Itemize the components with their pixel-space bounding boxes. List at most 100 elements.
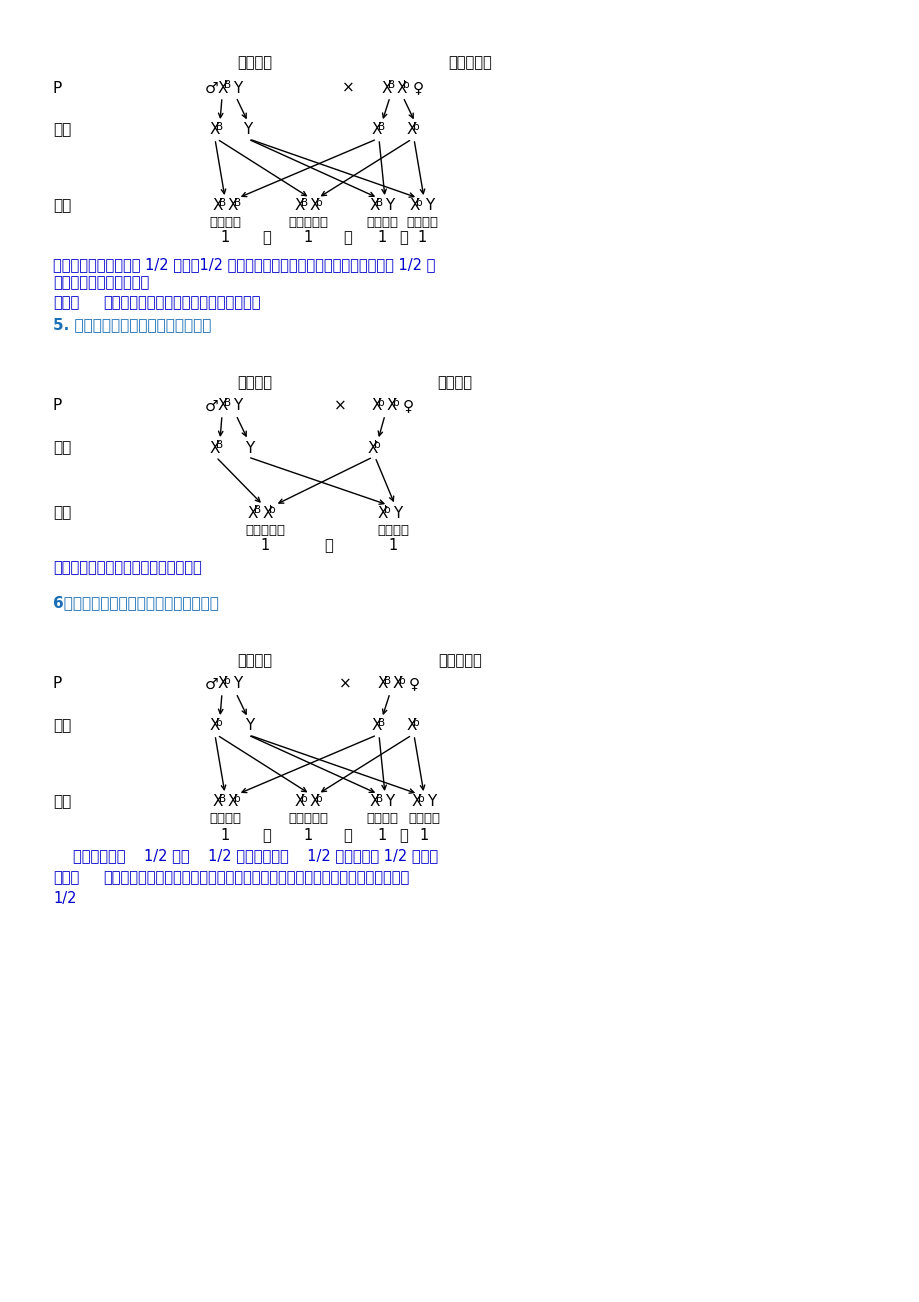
Text: 女性携带者: 女性携带者	[448, 56, 492, 70]
Text: 在他们的后代中，儿子 1/2 正常，1/2 红绿色盲，女儿则都不是红绿色盲，但是有 1/2 是: 在他们的后代中，儿子 1/2 正常，1/2 红绿色盲，女儿则都不是红绿色盲，但是…	[53, 258, 435, 272]
Text: B: B	[376, 794, 382, 805]
Text: b: b	[216, 717, 222, 728]
Text: 1: 1	[377, 828, 386, 844]
Text: 女性携带者: 女性携带者	[288, 812, 328, 825]
Text: 子代: 子代	[53, 794, 71, 810]
Text: X: X	[378, 677, 388, 691]
Text: B: B	[219, 794, 226, 805]
Text: 男性患者: 男性患者	[407, 812, 439, 825]
Text: ：: ：	[262, 828, 271, 844]
Text: B: B	[216, 122, 223, 132]
Text: ×: ×	[334, 398, 346, 414]
Text: X: X	[213, 198, 223, 214]
Text: 1: 1	[260, 539, 269, 553]
Text: 配子: 配子	[53, 122, 71, 138]
Text: X: X	[369, 794, 380, 810]
Text: 配子: 配子	[53, 440, 71, 456]
Text: 女性携带者: 女性携带者	[288, 216, 328, 229]
Text: Y: Y	[392, 505, 402, 521]
Text: X: X	[406, 719, 417, 733]
Text: b: b	[413, 717, 419, 728]
Text: b: b	[223, 676, 231, 686]
Text: 5. 女性红绿色盲患者和正常男性结婚: 5. 女性红绿色盲患者和正常男性结婚	[53, 318, 211, 332]
Text: 1: 1	[419, 828, 428, 844]
Text: 1/2: 1/2	[53, 891, 76, 905]
Text: 后代中：儿子    1/2 正常    1/2 红绿色盲女儿    1/2 是色盲，有 1/2 携带者: 后代中：儿子 1/2 正常 1/2 红绿色盲女儿 1/2 是色盲，有 1/2 携…	[73, 849, 437, 863]
Text: X: X	[410, 198, 420, 214]
Text: B: B	[254, 505, 261, 516]
Text: ♀: ♀	[403, 398, 414, 414]
Text: 1: 1	[221, 230, 230, 246]
Text: X: X	[310, 198, 320, 214]
Text: B: B	[388, 79, 394, 90]
Text: B: B	[223, 398, 231, 408]
Text: Y: Y	[425, 198, 434, 214]
Text: b: b	[378, 398, 384, 408]
Text: X: X	[406, 122, 417, 138]
Text: 女性患者: 女性患者	[209, 812, 241, 825]
Text: b: b	[399, 676, 405, 686]
Text: B: B	[219, 198, 226, 208]
Text: 结论：: 结论：	[53, 871, 79, 885]
Text: X: X	[387, 398, 397, 414]
Text: X: X	[295, 794, 305, 810]
Text: X: X	[371, 122, 382, 138]
Text: B: B	[378, 717, 385, 728]
Text: 1: 1	[377, 230, 386, 246]
Text: 1: 1	[303, 828, 312, 844]
Text: ♂: ♂	[205, 398, 219, 414]
Text: X: X	[248, 505, 258, 521]
Text: X: X	[310, 794, 320, 810]
Text: B: B	[216, 440, 223, 450]
Text: X: X	[295, 198, 305, 214]
Text: X: X	[213, 794, 223, 810]
Text: B: B	[378, 122, 385, 132]
Text: Y: Y	[233, 81, 242, 95]
Text: b: b	[415, 198, 422, 208]
Text: b: b	[301, 794, 307, 805]
Text: 男性正常: 男性正常	[366, 216, 398, 229]
Text: X: X	[378, 505, 388, 521]
Text: X: X	[263, 505, 273, 521]
Text: b: b	[383, 505, 391, 516]
Text: X: X	[369, 198, 380, 214]
Text: 1: 1	[417, 230, 426, 246]
Text: X: X	[228, 198, 238, 214]
Text: 女性携带者: 女性携带者	[437, 654, 482, 668]
Text: P: P	[53, 398, 62, 414]
Text: X: X	[218, 81, 228, 95]
Text: Y: Y	[426, 794, 436, 810]
Text: 男性患者: 男性患者	[377, 523, 409, 536]
Text: b: b	[268, 505, 276, 516]
Text: X: X	[210, 719, 221, 733]
Text: ：: ：	[324, 539, 333, 553]
Text: b: b	[374, 440, 380, 450]
Text: X: X	[210, 440, 221, 456]
Text: Y: Y	[244, 719, 254, 733]
Text: 1: 1	[221, 828, 230, 844]
Text: Y: Y	[243, 122, 252, 138]
Text: 6．女性红绿色盲携带者和男性患者结婚: 6．女性红绿色盲携带者和男性患者结婚	[53, 595, 219, 611]
Text: ：: ：	[344, 230, 352, 246]
Text: ×: ×	[338, 677, 351, 691]
Text: 结论：: 结论：	[53, 296, 79, 310]
Text: 配子: 配子	[53, 719, 71, 733]
Text: 1: 1	[303, 230, 312, 246]
Text: X: X	[371, 398, 382, 414]
Text: 男性正常: 男性正常	[237, 375, 272, 391]
Text: ：: ：	[399, 828, 408, 844]
Text: 儿子的红绿色盲基因一定是从母亲那获得，女儿的红绿色盲基因父母双方各提供: 儿子的红绿色盲基因一定是从母亲那获得，女儿的红绿色盲基因父母双方各提供	[103, 871, 409, 885]
Text: X: X	[381, 81, 392, 95]
Text: ：: ：	[399, 230, 408, 246]
Text: X: X	[412, 794, 422, 810]
Text: B: B	[233, 198, 241, 208]
Text: Y: Y	[384, 794, 394, 810]
Text: P: P	[53, 677, 62, 691]
Text: ：: ：	[262, 230, 271, 246]
Text: ♂: ♂	[205, 677, 219, 691]
Text: Y: Y	[233, 677, 242, 691]
Text: b: b	[403, 79, 409, 90]
Text: X: X	[218, 398, 228, 414]
Text: 女性患者: 女性患者	[209, 216, 241, 229]
Text: 子代: 子代	[53, 198, 71, 214]
